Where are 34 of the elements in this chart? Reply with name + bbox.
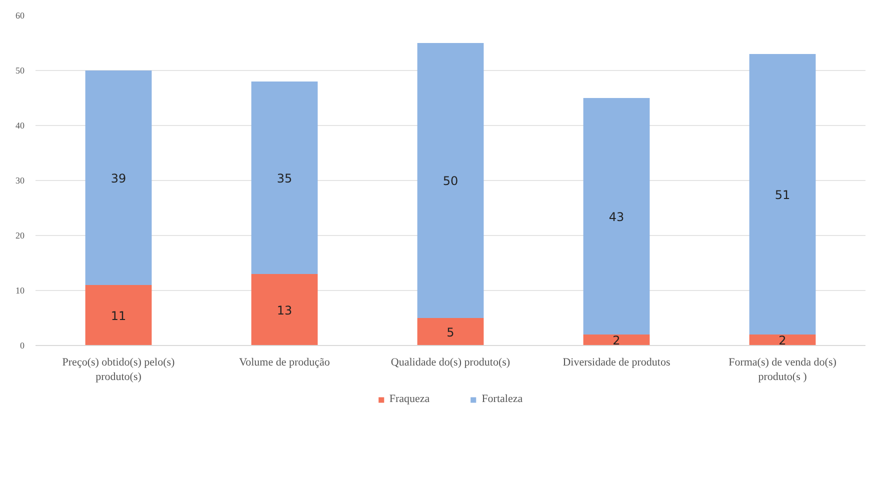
bar (749, 334, 816, 346)
y-tick-label: 50 (16, 66, 25, 76)
x-tick-label: Volume de produção (239, 356, 330, 368)
bar (583, 98, 650, 334)
data-label: 11 (110, 308, 126, 323)
y-tick-label: 20 (16, 230, 25, 240)
x-tick-label: Diversidade de produtos (562, 356, 670, 368)
bar (417, 43, 484, 318)
data-label: 5 (446, 325, 454, 340)
data-label: 51 (774, 188, 790, 202)
legend-label: Fraqueza (389, 393, 430, 405)
bar (251, 274, 318, 346)
data-label: 2 (778, 334, 786, 348)
data-label: 2 (612, 334, 620, 348)
bar (583, 334, 650, 346)
x-tick-label: Preço(s) obtido(s) pelo(s) produto(s) (62, 356, 176, 383)
x-tick-label: Qualidade do(s) produto(s) (390, 356, 510, 368)
y-tick-label: 0 (20, 340, 25, 350)
data-label: 35 (276, 171, 292, 186)
data-label: 13 (276, 303, 292, 318)
y-tick-label: 40 (16, 120, 25, 130)
y-tick-label: 60 (16, 10, 25, 20)
x-tick-label: Forma(s) de venda do(s) produto(s ) (728, 356, 837, 383)
y-tick-label: 30 (16, 176, 25, 186)
data-label: 39 (110, 171, 126, 186)
bar (417, 318, 484, 346)
y-tick-label: 10 (16, 286, 25, 296)
data-label: 50 (442, 174, 458, 188)
bar (85, 70, 152, 285)
legend-label: Fortaleza (482, 393, 523, 405)
bar (251, 82, 318, 274)
bar (749, 54, 816, 334)
bar (85, 285, 152, 346)
data-label: 43 (608, 210, 624, 224)
